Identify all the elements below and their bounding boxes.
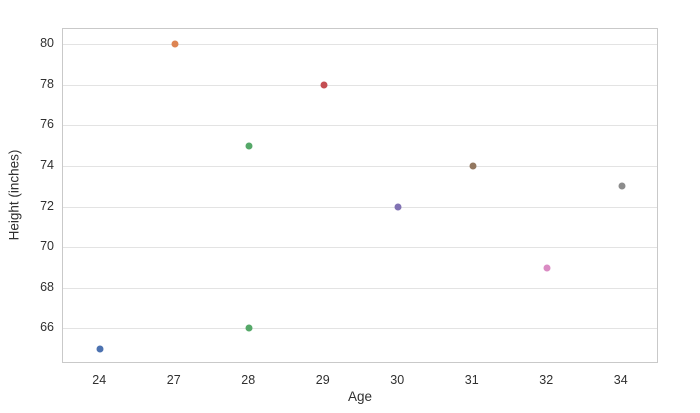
y-tick-label: 78 [40,76,54,91]
data-point-age-28-height-75 [245,142,253,150]
x-tick-label: 27 [166,373,181,387]
gridline-y-70 [63,247,657,249]
plot-area [62,28,658,363]
x-tick-label: 31 [464,373,479,387]
x-tick-label: 30 [390,373,405,387]
y-tick-label: 74 [40,157,54,172]
x-tick-label: 24 [92,373,107,387]
y-tick-label: 80 [40,35,54,50]
y-axis-title: Height (inches) [6,149,22,241]
x-tick-label: 32 [539,373,554,387]
x-axis-title: Age [347,389,373,404]
y-tick-label: 76 [40,117,54,132]
data-point-age-24-height-65 [96,345,104,353]
x-tick-label: 34 [613,373,628,387]
y-tick-label: 70 [40,239,54,253]
data-point-age-29-height-78 [320,81,328,89]
gridline-y-66 [63,328,657,330]
y-tick-label: 72 [40,198,54,213]
x-tick-label: 29 [315,373,330,387]
data-point-age-27-height-80 [171,40,179,48]
data-point-age-31-height-74 [469,162,477,170]
gridline-y-72 [63,206,657,208]
y-tick-label: 68 [40,279,54,294]
x-tick-label: 28 [241,373,256,387]
gridline-y-76 [63,125,657,127]
y-tick-label: 66 [40,320,54,335]
data-point-age-34-height-73 [618,182,626,190]
gridline-y-68 [63,287,657,289]
data-point-age-30-height-72 [394,203,402,211]
gridline-y-74 [63,166,657,168]
gridline-y-78 [63,84,657,86]
gridline-y-80 [63,44,657,46]
data-point-age-28-height-66 [245,324,253,332]
data-point-age-32-height-69 [543,264,551,272]
